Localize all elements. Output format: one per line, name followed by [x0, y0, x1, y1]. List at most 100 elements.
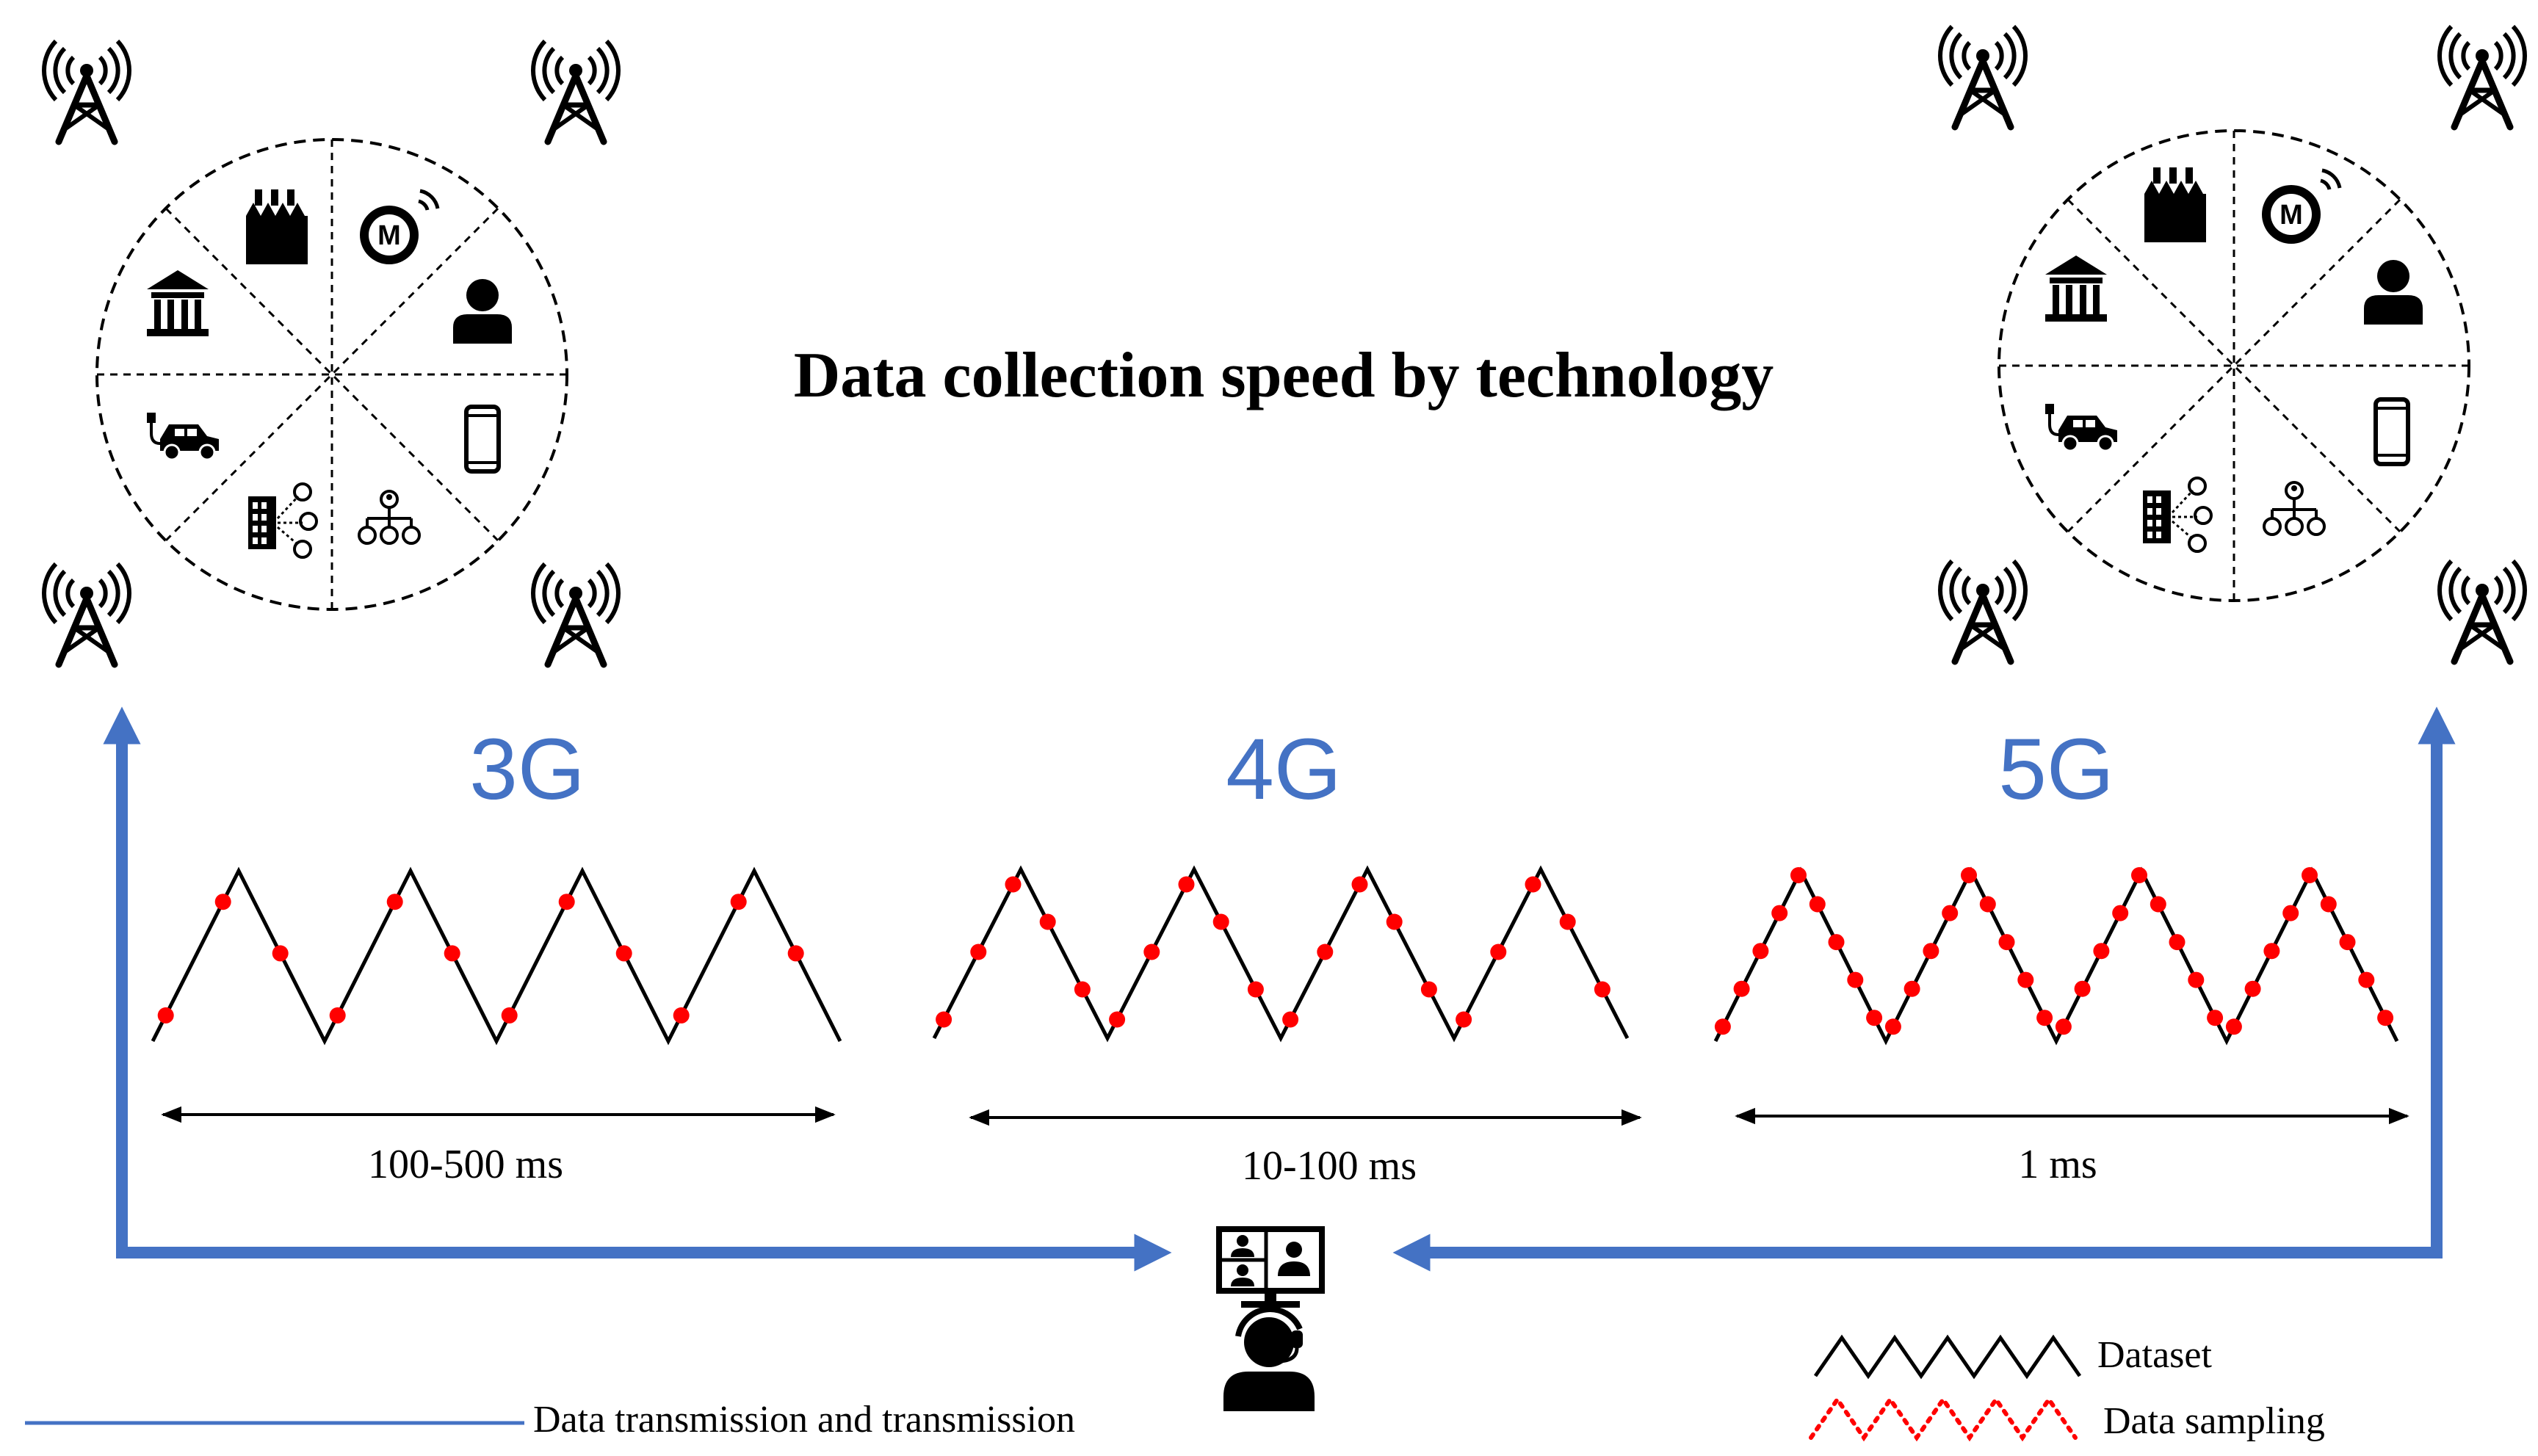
sample-point [730, 894, 747, 910]
sample-point [1420, 981, 1437, 998]
smartphone-icon [2376, 399, 2408, 464]
tech-label-3g: 3G [469, 721, 585, 818]
sample-point [1752, 943, 1769, 960]
sample-point [673, 1007, 690, 1024]
person-icon [2364, 260, 2423, 325]
sample-point [970, 943, 987, 960]
legend-dataset-label: Dataset [2097, 1334, 2212, 1376]
smartphone-icon [466, 407, 499, 471]
sample-point [1178, 876, 1195, 893]
electric-car-icon [145, 411, 220, 461]
radio-tower-icon [533, 564, 618, 664]
sample-point [214, 894, 231, 910]
sample-point [1109, 1011, 1126, 1028]
sample-point [1923, 943, 1939, 960]
sample-point [2036, 1010, 2053, 1026]
radio-tower-icon [44, 564, 129, 664]
sample-point [1714, 1018, 1731, 1035]
sample-point [787, 945, 804, 962]
sample-point [1559, 913, 1576, 930]
waveform-3g [151, 866, 842, 1046]
radio-tower-icon [1940, 26, 2025, 127]
sample-point [1828, 934, 1845, 951]
interval-label-3g: 100-500 ms [368, 1142, 563, 1187]
sample-point [501, 1007, 518, 1024]
sample-point [1979, 896, 1996, 913]
sample-point [329, 1007, 346, 1024]
sample-point [1790, 867, 1807, 883]
sample-point [2112, 905, 2129, 921]
sample-point [2055, 1018, 2072, 1035]
left-data-source-hub [95, 138, 568, 611]
legend-dataset-line [1813, 1334, 2082, 1380]
diagram-title: Data collection speed by technology [794, 340, 1774, 411]
right-data-source-hub [1998, 129, 2470, 602]
sample-point [1594, 981, 1610, 998]
person-icon [453, 279, 512, 344]
sample-point [157, 1007, 174, 1024]
sample-point [2074, 980, 2091, 997]
sample-point [1942, 905, 1959, 921]
transmission-arrow-right [1392, 706, 2456, 1272]
sample-point [1074, 981, 1091, 998]
sample-point [1904, 980, 1920, 997]
sample-point [2263, 943, 2280, 960]
tech-label-5g: 5G [1998, 721, 2114, 818]
sample-point [1866, 1010, 1883, 1026]
radio-tower-icon [2440, 561, 2525, 662]
sample-point [2169, 934, 2186, 951]
waveform-4g [932, 865, 1630, 1043]
transmission-arrow-left [103, 706, 1172, 1272]
sample-point [444, 945, 460, 962]
sample-point [936, 1011, 952, 1028]
radio-tower-icon [533, 41, 618, 142]
sample-points-5g [1714, 867, 2394, 1035]
radio-tower-icon [2440, 26, 2525, 127]
sample-point [1809, 896, 1826, 913]
org-network-icon [358, 490, 421, 545]
sample-point [1386, 913, 1403, 930]
sample-points-3g [157, 894, 804, 1024]
radio-tower-icon [1940, 561, 2025, 662]
bank-icon [2045, 256, 2107, 322]
sample-point [1282, 1011, 1299, 1028]
sample-point [2225, 1018, 2242, 1035]
sample-point [2017, 971, 2034, 988]
sample-point [272, 945, 289, 962]
sample-point [2302, 867, 2318, 883]
meter-wireless-icon [360, 191, 438, 264]
sample-point [1961, 867, 1977, 883]
tech-label-4g: 4G [1226, 721, 1341, 818]
sample-point [1317, 943, 1334, 960]
sample-point [2093, 943, 2110, 960]
sample-point [1351, 876, 1368, 893]
sample-point [1998, 934, 2015, 951]
sample-point [2207, 1010, 2224, 1026]
sample-point [2282, 905, 2299, 921]
interval-label-5g: 1 ms [2018, 1142, 2097, 1187]
interval-label-4g: 10-100 ms [1242, 1143, 1417, 1189]
sample-point [2131, 867, 2147, 883]
factory-icon [246, 189, 308, 264]
legend-transmission-label: Data transmission and transmission [533, 1399, 1075, 1441]
electric-car-icon [2044, 402, 2119, 452]
waveform-5g [1713, 866, 2399, 1046]
org-network-icon [2263, 481, 2326, 536]
sample-point [2188, 971, 2205, 988]
sample-point [2244, 980, 2261, 997]
factory-icon [2144, 167, 2206, 242]
sample-point [1884, 1018, 1901, 1035]
sample-point [615, 945, 632, 962]
sample-point [1847, 971, 1864, 988]
sample-point [1456, 1011, 1472, 1028]
legend-sampling-label: Data sampling [2103, 1400, 2325, 1442]
sample-point [1212, 913, 1229, 930]
building-network-icon [2141, 477, 2213, 553]
sample-point [2358, 971, 2375, 988]
sample-point [558, 894, 575, 910]
sample-point [1039, 913, 1056, 930]
bank-icon [147, 270, 209, 336]
legend-sampling-line [1809, 1395, 2078, 1442]
sample-point [1490, 943, 1507, 960]
